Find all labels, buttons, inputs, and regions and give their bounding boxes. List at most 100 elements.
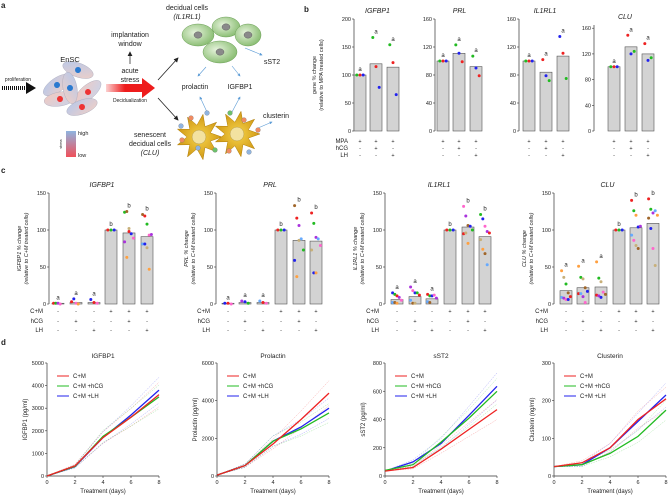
replicate-line [553,387,667,467]
bar [274,229,288,305]
cell-nucleus [57,96,63,102]
y-tick-label: 0 [548,302,551,308]
data-point [415,291,419,295]
secretion-arrow [244,47,263,56]
y-tick-label: 40 [585,103,591,109]
condition-sign: - [630,153,632,159]
condition-sign: - [442,153,444,159]
y-tick-label: 2000 [202,436,214,442]
significance-letter: a [564,263,568,269]
senescent-nucleus [191,129,207,145]
secretion-arrow [257,121,273,129]
y-axis-label: PRL % change [184,230,190,267]
chart-title: CLU [618,14,633,21]
y-tick-label: 0 [41,474,44,480]
significance-letter: a [646,36,650,42]
cell-nucleus [75,67,81,73]
data-point [649,227,653,231]
bar [122,232,136,305]
y-tick-label: 80 [426,73,432,79]
data-point [123,240,127,244]
chart-title: IGFBP1 [91,353,115,360]
data-point [634,244,638,248]
y-tick-label: 200 [373,446,382,452]
panel-label-d: d [1,338,6,347]
condition-row-label: MPA [335,139,348,145]
condition-sign: + [457,146,460,152]
data-point [438,59,442,63]
data-point [54,301,58,305]
data-point [434,296,438,300]
panel-label-a: a [1,1,6,10]
condition-sign: + [617,309,620,315]
condition-sign: + [466,319,469,325]
data-point [393,292,397,296]
y-tick-label: 150 [342,45,351,51]
ensc-cell [66,98,98,116]
y-tick-label: 0 [210,302,213,308]
bar-chart-c-igfbp1: IGFBP1 0 50 100 150 IGFBP1 % change (relative … [17,182,154,334]
y-tick-label: 5000 [32,361,44,367]
data-point [428,294,432,298]
y-tick-label: 160 [507,17,516,23]
condition-sign: + [109,309,112,315]
significance-letter: b [279,222,283,228]
data-point [479,238,483,242]
data-point [568,295,572,299]
y-tick-label: 200 [542,399,551,405]
proliferation-arrowhead [26,82,36,94]
decidual-cells-label: decidual cells [166,5,209,12]
data-point [413,301,417,305]
y-axis-label: sST2 (pg/ml) [361,402,367,436]
bar [641,53,655,132]
significance-letter: a [612,59,616,65]
significance-letter: b [651,191,655,197]
data-point [566,291,570,295]
data-point [127,229,131,233]
legend-label: C+M +LH [411,394,437,400]
condition-sign: + [599,328,602,334]
condition-sign: - [652,319,654,325]
condition-sign: + [261,328,264,334]
x-tick-label: 2 [243,480,246,486]
replicate-line [384,372,498,472]
condition-sign: - [414,309,416,315]
chart-title: Clusterin [597,353,623,360]
data-point [464,231,468,235]
to-decidual-arrow [157,57,179,81]
condition-sign: - [528,146,530,152]
replicate-line [384,399,498,472]
data-point [649,56,653,60]
secreted-factor-dot [212,147,218,153]
significance-letter: a [391,37,395,43]
data-point [432,293,436,297]
decidual-nucleus [243,31,253,39]
schematic-panel: decidual cells (IL1RL1) implantation window… [2,5,289,161]
y-tick-label: 100 [342,73,351,79]
secreted-factor-dot [255,127,261,133]
data-point [481,247,485,251]
significance-letter: a [544,52,548,58]
y-tick-label: 160 [423,17,432,23]
x-tick-label: 8 [157,480,160,486]
replicate-line [216,405,330,476]
clusterin-label: clusterin [263,113,289,120]
secreted-factor-dot [227,110,233,116]
decidual-nucleus [215,48,225,56]
bar [452,52,466,132]
condition-row-label: hCG [367,319,380,325]
x-axis-label: Treatment (days) [250,489,295,495]
y-tick-label: 0 [379,474,382,480]
data-point [131,236,135,240]
data-point [603,292,607,296]
condition-sign: - [359,146,361,152]
condition-sign: + [561,153,564,159]
y-tick-label: 120 [582,52,591,58]
y-tick-label: 3000 [32,406,44,412]
condition-sign: - [146,319,148,325]
legend-label: C+M +LH [580,394,606,400]
condition-sign: - [75,328,77,334]
condition-sign: + [466,309,469,315]
replicate-line [46,377,160,477]
